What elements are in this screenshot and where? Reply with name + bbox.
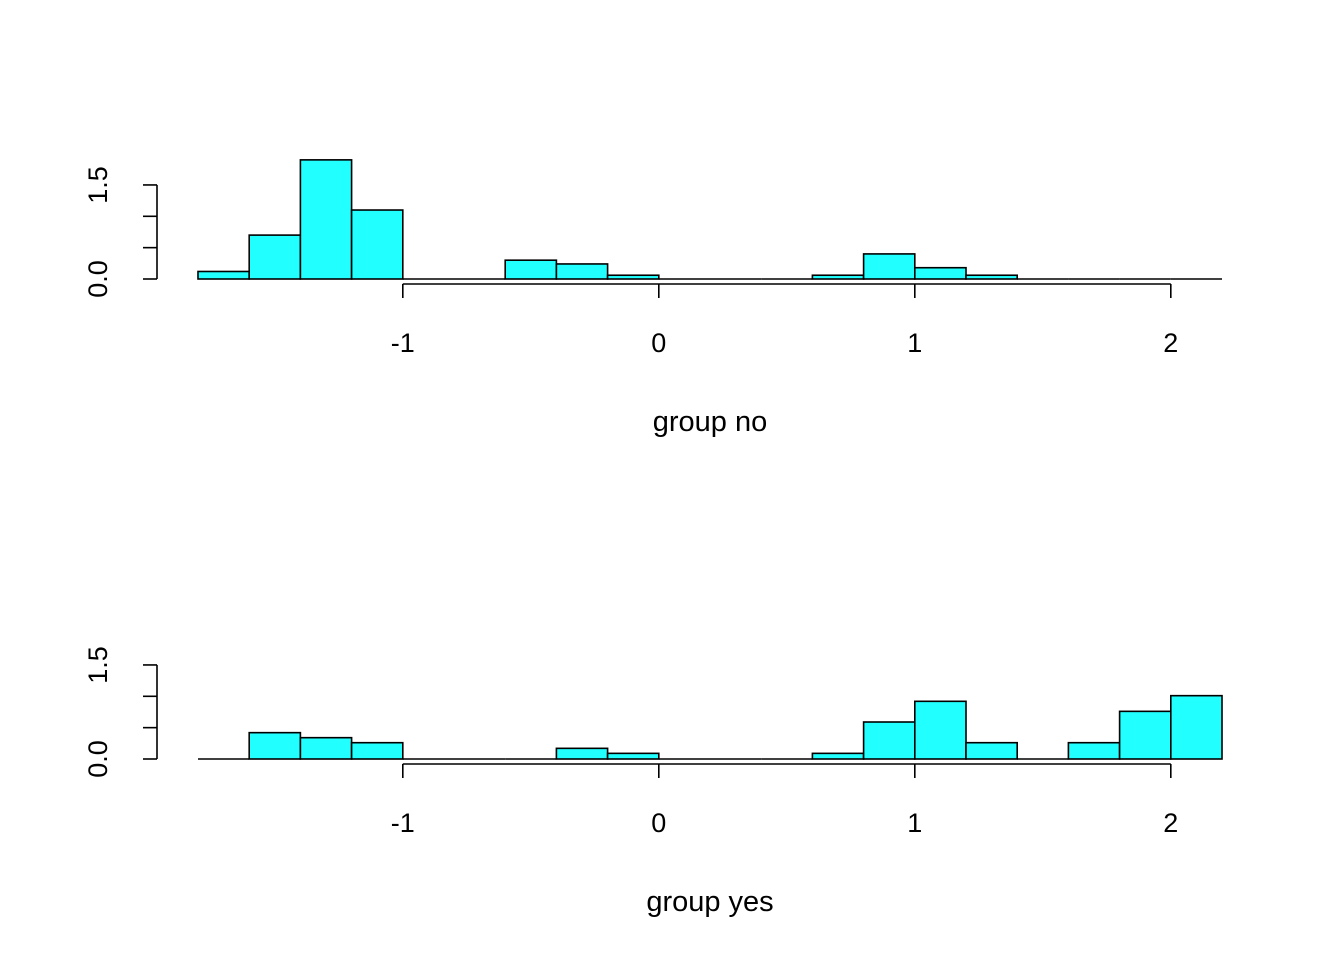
histogram-bar: [811, 752, 865, 760]
histogram-bar: [913, 266, 967, 280]
histogram-bar: [248, 731, 302, 760]
histogram-bar: [197, 270, 251, 280]
x-axis-label: group yes: [646, 886, 773, 918]
histogram-bar: [555, 263, 609, 280]
histogram-bar: [811, 274, 865, 280]
x-tick-label: 1: [907, 808, 922, 838]
y-tick-label: 0.0: [83, 740, 113, 778]
bars: [197, 159, 1222, 280]
x-tick-label: -1: [391, 808, 415, 838]
histogram-bar: [299, 159, 353, 280]
y-tick-label: 1.5: [83, 646, 113, 684]
x-tick-label: -1: [391, 328, 415, 358]
histogram-bar: [299, 736, 353, 760]
panel-group-no: group no -1 0 1 2 0.0 1.5: [83, 159, 1222, 438]
histogram-bar: [862, 253, 916, 280]
histogram-bar: [555, 747, 609, 760]
x-tick-label: 2: [1163, 328, 1178, 358]
x-tick-label: 0: [651, 328, 666, 358]
histogram-bar: [248, 234, 302, 280]
histogram-bar: [504, 259, 558, 280]
bars: [198, 694, 1223, 760]
x-tick-label: 0: [651, 808, 666, 838]
panel-group-yes: group yes -1 0 1 2 0.0 1.5: [83, 646, 1223, 918]
x-tick-label: 1: [907, 328, 922, 358]
histogram-bar: [862, 721, 916, 760]
histogram-bar: [913, 700, 967, 760]
x-tick-label: 2: [1163, 808, 1178, 838]
y-tick-label: 0.0: [83, 260, 113, 298]
histogram-bar: [350, 209, 404, 280]
x-axis-label: group no: [653, 406, 768, 438]
histogram-bar: [1067, 741, 1121, 760]
histogram-bar: [606, 752, 660, 760]
y-tick-label: 1.5: [83, 166, 113, 204]
histogram-bar: [350, 741, 404, 760]
histogram-bar: [1118, 710, 1172, 760]
histogram-bar: [965, 741, 1019, 760]
histogram-bar: [965, 274, 1019, 280]
histogram-bar: [1170, 694, 1223, 760]
histogram-bar: [606, 274, 660, 280]
